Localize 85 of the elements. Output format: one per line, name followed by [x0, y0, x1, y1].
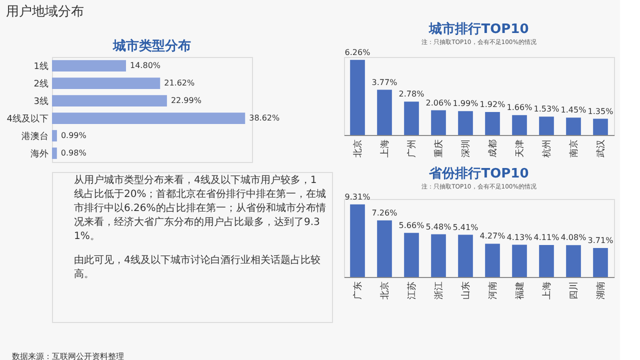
chart-title: 城市类型分布: [112, 38, 191, 54]
bar: [512, 115, 527, 135]
bar: [52, 130, 57, 142]
bar: [52, 148, 57, 159]
data-label: 21.62%: [164, 78, 195, 88]
bar: [350, 204, 365, 277]
x-tick-label: 广东: [352, 282, 364, 300]
bar: [485, 112, 500, 135]
text: 由此可见，4线及以下城市讨论白酒行业相关话题占比较高。: [74, 254, 320, 280]
bar: [52, 60, 126, 72]
x-tick-label: 杭州: [542, 140, 552, 158]
bar: [377, 90, 392, 135]
bar: [593, 118, 608, 135]
bar: [566, 245, 581, 277]
x-tick-label: 成都: [488, 140, 498, 158]
x-tick-label: 南京: [568, 140, 580, 158]
data-label: 2.78%: [398, 90, 425, 99]
data-label: 6.26%: [344, 48, 371, 57]
source-note: 数据来源：互联网公开资料整理: [12, 352, 124, 360]
y-tick-label: 港澳台: [22, 130, 48, 142]
data-label: 5.48%: [426, 222, 452, 232]
x-tick-label: 上海: [380, 140, 390, 158]
x-tick-label: 江苏: [406, 282, 418, 300]
x-tick-label: 福建: [514, 282, 526, 300]
data-label: 9.31%: [344, 192, 371, 202]
data-label: 0.98%: [60, 148, 87, 158]
data-label: 38.62%: [249, 113, 280, 122]
data-label: 3.77%: [372, 78, 398, 87]
bar: [485, 244, 500, 277]
data-label: 4.11%: [534, 232, 560, 242]
x-tick-label: 重庆: [434, 140, 444, 158]
bar: [593, 248, 608, 277]
bar: [52, 112, 246, 124]
data-label: 5.66%: [398, 220, 425, 230]
x-tick-label: 广州: [406, 140, 418, 158]
data-label: 1.66%: [506, 103, 533, 112]
chart-title: 省份排行TOP10: [428, 166, 529, 182]
x-tick-label: 上海: [542, 282, 552, 300]
bar: [377, 220, 392, 277]
bar: [52, 78, 160, 89]
data-label: 1.45%: [560, 106, 587, 115]
data-label: 7.26%: [372, 208, 398, 218]
y-tick-label: 4线及以下: [6, 113, 48, 124]
text: 用户地域分布: [6, 4, 84, 20]
y-tick-label: 1线: [34, 60, 48, 72]
data-label: 0.99%: [60, 130, 87, 140]
bar: [458, 111, 473, 135]
x-tick-label: 北京: [380, 282, 390, 300]
bar: [404, 232, 419, 277]
y-tick-label: 3线: [34, 96, 48, 107]
data-label: 1.92%: [480, 100, 506, 109]
data-label: 5.41%: [452, 222, 479, 232]
y-tick-label: 2线: [34, 78, 48, 90]
chart-title: 城市排行TOP10: [428, 20, 529, 37]
bar: [539, 116, 554, 135]
bar: [431, 234, 446, 277]
bar: [350, 60, 365, 135]
data-label: 14.80%: [130, 60, 161, 70]
bar: [458, 234, 473, 277]
bar: [404, 102, 419, 135]
data-label: 2.06%: [426, 98, 452, 108]
x-tick-label: 浙江: [434, 282, 444, 300]
data-label: 1.35%: [588, 106, 614, 116]
y-tick-label: 海外: [30, 148, 48, 160]
x-tick-label: 北京: [352, 140, 364, 158]
x-tick-label: 天津: [514, 140, 526, 158]
text: 从用户城市类型分布来看，4线及以下城市用户较多，1线占比低于20%；首都北京在省份排行中排在第一，在城市排行中以6.26%的占比排在第一；从省份和城市分布情况来看，经济大省广东分布的用户占比最多，达到了9.31%。: [74, 174, 326, 242]
data-label: 4.27%: [480, 232, 506, 241]
x-tick-label: 湖南: [596, 282, 606, 300]
bar: [539, 244, 554, 277]
bar: [566, 118, 581, 135]
data-label: 1.53%: [534, 104, 560, 114]
x-tick-label: 深圳: [460, 140, 472, 158]
x-tick-label: 四川: [568, 282, 580, 300]
data-label: 4.08%: [560, 233, 587, 242]
data-label: 22.99%: [170, 96, 202, 105]
x-tick-label: 武汉: [596, 140, 606, 158]
bar: [52, 95, 167, 106]
bar: [431, 110, 446, 135]
data-label: 4.13%: [506, 232, 533, 242]
x-tick-label: 山东: [460, 282, 472, 300]
data-label: 3.71%: [588, 236, 614, 246]
bar: [512, 244, 527, 277]
data-label: 1.99%: [452, 99, 479, 108]
x-tick-label: 河南: [488, 282, 498, 300]
